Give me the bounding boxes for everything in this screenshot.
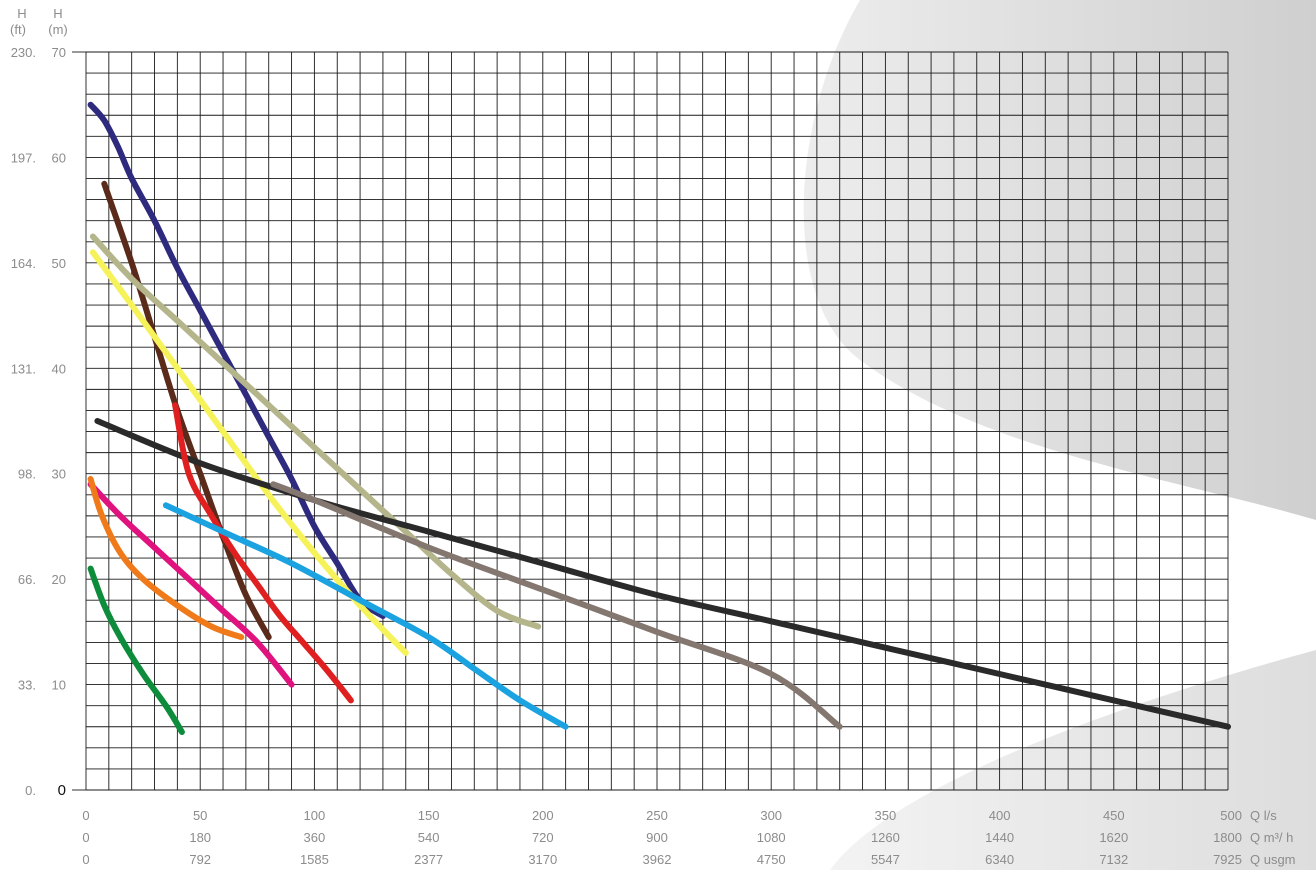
x-tick-label-ls: 300 xyxy=(760,808,782,823)
background-swoosh xyxy=(803,0,1316,870)
y-tick-label-m: 50 xyxy=(52,256,66,271)
y-tick-label-ft: 98. xyxy=(18,467,36,482)
x-tick-label-usgm: 2377 xyxy=(414,852,443,867)
curve-series-9 xyxy=(87,481,295,688)
x-tick-label-m3h: 900 xyxy=(646,830,668,845)
x-unit-m3h: Q m³/ h xyxy=(1250,830,1293,845)
x-tick-label-ls: 500 xyxy=(1220,808,1242,823)
x-tick-label-ls: 250 xyxy=(646,808,668,823)
x-tick-label-m3h: 540 xyxy=(418,830,440,845)
y-unit-m-sub: (m) xyxy=(48,22,68,37)
y-tick-label-ft: 197. xyxy=(11,150,36,165)
y-tick-label-m: 60 xyxy=(52,150,66,165)
curve-series-2 xyxy=(101,180,272,641)
y-tick-label-ft: 33. xyxy=(18,678,36,693)
y-tick-label-ft: 131. xyxy=(11,361,36,376)
x-tick-label-usgm: 4750 xyxy=(757,852,786,867)
y-tick-label-ft: 66. xyxy=(18,572,36,587)
x-tick-label-ls: 350 xyxy=(875,808,897,823)
x-unit-ls: Q l/s xyxy=(1250,808,1277,823)
grid xyxy=(72,51,1229,791)
x-tick-label-ls: 450 xyxy=(1103,808,1125,823)
curve-series-10 xyxy=(87,476,245,641)
x-tick-label-usgm: 7925 xyxy=(1213,852,1242,867)
x-tick-label-usgm: 3962 xyxy=(643,852,672,867)
axis-labels: 0 0. 10 33. 20 66. 30 98. 40 131. 50 164. 60 197. 70 23… xyxy=(10,6,1295,867)
y-tick-label-m: 10 xyxy=(52,678,66,693)
x-tick-label-m3h: 720 xyxy=(532,830,554,845)
curve-series-1 xyxy=(87,101,386,619)
y-unit-m-label: H xyxy=(53,6,62,21)
curve-series-8 xyxy=(162,502,569,730)
x-tick-label-ls: 100 xyxy=(304,808,326,823)
x-tick-label-m3h: 1800 xyxy=(1213,830,1242,845)
x-tick-label-m3h: 360 xyxy=(304,830,326,845)
x-tick-label-ls: 400 xyxy=(989,808,1011,823)
x-tick-label-usgm: 5547 xyxy=(871,852,900,867)
x-tick-label-usgm: 3170 xyxy=(528,852,557,867)
x-tick-label-ls: 0 xyxy=(82,808,89,823)
x-tick-label-usgm: 7132 xyxy=(1099,852,1128,867)
y-tick-label-m: 70 xyxy=(52,45,66,60)
x-tick-label-m3h: 1260 xyxy=(871,830,900,845)
y-tick-label-ft: 164. xyxy=(11,256,36,271)
y-tick-label-m: 20 xyxy=(52,572,66,587)
y-tick-label-m: 0 xyxy=(58,782,66,799)
x-unit-usgm: Q usgm xyxy=(1250,852,1296,867)
x-tick-label-m3h: 1080 xyxy=(757,830,786,845)
curve-series-11 xyxy=(87,565,185,735)
x-tick-label-usgm: 1585 xyxy=(300,852,329,867)
x-tick-label-m3h: 1620 xyxy=(1099,830,1128,845)
x-tick-label-ls: 200 xyxy=(532,808,554,823)
y-tick-label-m: 30 xyxy=(52,467,66,482)
curve-series-6 xyxy=(270,481,843,730)
x-tick-label-usgm: 0 xyxy=(82,852,89,867)
x-tick-label-m3h: 180 xyxy=(189,830,211,845)
y-tick-label-ft: 230. xyxy=(11,45,36,60)
x-tick-label-m3h: 1440 xyxy=(985,830,1014,845)
y-tick-label-m: 40 xyxy=(52,361,66,376)
curve-series-7 xyxy=(172,402,354,704)
x-tick-label-usgm: 6340 xyxy=(985,852,1014,867)
y-tick-label-ft: 0. xyxy=(25,783,36,798)
x-tick-label-ls: 50 xyxy=(193,808,207,823)
y-unit-ft-sub: (ft) xyxy=(10,22,26,37)
x-tick-label-usgm: 792 xyxy=(189,852,211,867)
x-tick-label-m3h: 0 xyxy=(82,830,89,845)
y-unit-ft-label: H xyxy=(17,6,26,21)
x-tick-label-ls: 150 xyxy=(418,808,440,823)
curve-series-5 xyxy=(94,418,1231,730)
curve-series-3 xyxy=(89,233,542,630)
curves xyxy=(87,101,1231,735)
